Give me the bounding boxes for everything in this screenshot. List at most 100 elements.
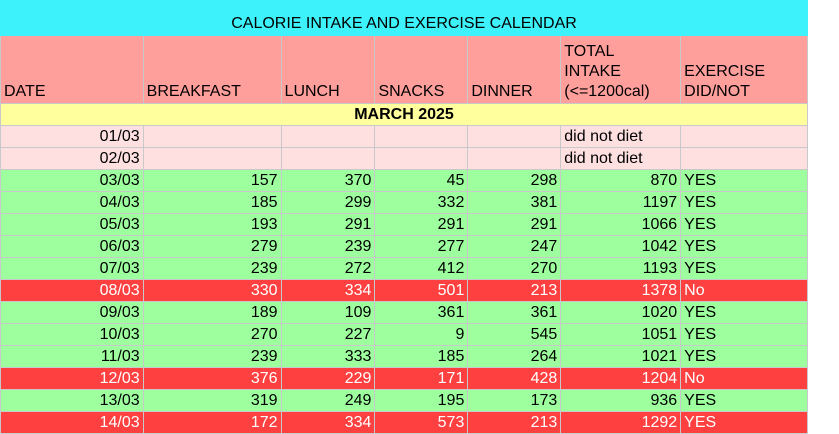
empty-cell[interactable]: [807, 35, 839, 104]
cell-breakfast[interactable]: 279: [142, 235, 282, 258]
empty-cell[interactable]: [807, 257, 839, 280]
cell-exercise[interactable]: YES: [680, 323, 809, 346]
cell-exercise[interactable]: YES: [680, 345, 809, 368]
cell-exercise[interactable]: [680, 147, 809, 170]
cell-exercise[interactable]: YES: [680, 301, 809, 324]
cell-dinner[interactable]: 361: [467, 301, 562, 324]
empty-cell[interactable]: [807, 147, 839, 170]
cell-lunch[interactable]: 334: [280, 279, 376, 302]
cell-exercise[interactable]: YES: [680, 191, 809, 214]
cell-dinner[interactable]: [467, 125, 562, 148]
cell-total[interactable]: 1066: [560, 213, 682, 236]
header-total-intake[interactable]: TOTAL INTAKE (<=1200cal): [560, 35, 682, 104]
cell-exercise[interactable]: YES: [680, 169, 809, 192]
cell-date[interactable]: 12/03: [0, 367, 144, 390]
cell-lunch[interactable]: 109: [280, 301, 376, 324]
cell-snacks[interactable]: 277: [374, 235, 469, 258]
cell-breakfast[interactable]: [142, 147, 282, 170]
cell-total[interactable]: 1193: [560, 257, 682, 280]
cell-breakfast[interactable]: 189: [142, 301, 282, 324]
cell-snacks[interactable]: 195: [374, 389, 469, 412]
cell-snacks[interactable]: 361: [374, 301, 469, 324]
empty-cell[interactable]: [807, 169, 839, 192]
header-lunch[interactable]: LUNCH: [280, 35, 376, 104]
header-dinner[interactable]: DINNER: [467, 35, 562, 104]
cell-dinner[interactable]: 291: [467, 213, 562, 236]
cell-total[interactable]: 1197: [560, 191, 682, 214]
cell-date[interactable]: 11/03: [0, 345, 144, 368]
empty-cell[interactable]: [807, 125, 839, 148]
sheet-title[interactable]: CALORIE INTAKE AND EXERCISE CALENDAR: [0, 0, 809, 36]
cell-total[interactable]: 1020: [560, 301, 682, 324]
cell-dinner[interactable]: 213: [467, 411, 562, 434]
empty-cell[interactable]: [807, 345, 839, 368]
cell-breakfast[interactable]: 157: [142, 169, 282, 192]
cell-total[interactable]: 1204: [560, 367, 682, 390]
cell-date[interactable]: 01/03: [0, 125, 144, 148]
cell-lunch[interactable]: 291: [280, 213, 376, 236]
cell-lunch[interactable]: 272: [280, 257, 376, 280]
cell-lunch[interactable]: [280, 147, 376, 170]
cell-total[interactable]: 1378: [560, 279, 682, 302]
cell-total[interactable]: 870: [560, 169, 682, 192]
empty-cell[interactable]: [807, 323, 839, 346]
cell-dinner[interactable]: 270: [467, 257, 562, 280]
empty-cell[interactable]: [807, 191, 839, 214]
cell-total[interactable]: 1021: [560, 345, 682, 368]
cell-dinner[interactable]: 545: [467, 323, 562, 346]
cell-snacks[interactable]: 332: [374, 191, 469, 214]
cell-exercise[interactable]: YES: [680, 389, 809, 412]
cell-dinner[interactable]: 428: [467, 367, 562, 390]
cell-total[interactable]: 1292: [560, 411, 682, 434]
cell-date[interactable]: 03/03: [0, 169, 144, 192]
cell-lunch[interactable]: 333: [280, 345, 376, 368]
cell-total[interactable]: did not diet: [560, 125, 682, 148]
cell-lunch[interactable]: 249: [280, 389, 376, 412]
empty-cell[interactable]: [807, 279, 839, 302]
empty-cell[interactable]: [807, 0, 839, 36]
cell-snacks[interactable]: [374, 147, 469, 170]
header-date[interactable]: DATE: [0, 35, 144, 104]
cell-lunch[interactable]: [280, 125, 376, 148]
cell-breakfast[interactable]: 270: [142, 323, 282, 346]
cell-snacks[interactable]: 412: [374, 257, 469, 280]
header-breakfast[interactable]: BREAKFAST: [142, 35, 282, 104]
cell-breakfast[interactable]: 239: [142, 257, 282, 280]
cell-snacks[interactable]: 501: [374, 279, 469, 302]
cell-breakfast[interactable]: 319: [142, 389, 282, 412]
cell-lunch[interactable]: 239: [280, 235, 376, 258]
header-exercise[interactable]: EXERCISE DID/NOT: [680, 35, 809, 104]
cell-breakfast[interactable]: 376: [142, 367, 282, 390]
header-snacks[interactable]: SNACKS: [374, 35, 469, 104]
cell-date[interactable]: 08/03: [0, 279, 144, 302]
cell-lunch[interactable]: 299: [280, 191, 376, 214]
cell-breakfast[interactable]: 239: [142, 345, 282, 368]
cell-lunch[interactable]: 229: [280, 367, 376, 390]
cell-total[interactable]: 1051: [560, 323, 682, 346]
cell-exercise[interactable]: No: [680, 279, 809, 302]
cell-dinner[interactable]: 381: [467, 191, 562, 214]
cell-breakfast[interactable]: 185: [142, 191, 282, 214]
empty-cell[interactable]: [807, 389, 839, 412]
empty-cell[interactable]: [807, 213, 839, 236]
empty-cell[interactable]: [807, 235, 839, 258]
cell-total[interactable]: 936: [560, 389, 682, 412]
cell-snacks[interactable]: 9: [374, 323, 469, 346]
cell-dinner[interactable]: 264: [467, 345, 562, 368]
month-label[interactable]: MARCH 2025: [0, 103, 809, 126]
cell-exercise[interactable]: No: [680, 367, 809, 390]
cell-lunch[interactable]: 334: [280, 411, 376, 434]
cell-dinner[interactable]: [467, 147, 562, 170]
cell-date[interactable]: 14/03: [0, 411, 144, 434]
empty-cell[interactable]: [807, 411, 839, 434]
cell-date[interactable]: 10/03: [0, 323, 144, 346]
cell-breakfast[interactable]: 193: [142, 213, 282, 236]
cell-breakfast[interactable]: 172: [142, 411, 282, 434]
cell-snacks[interactable]: 185: [374, 345, 469, 368]
cell-date[interactable]: 09/03: [0, 301, 144, 324]
empty-cell[interactable]: [807, 103, 839, 126]
cell-exercise[interactable]: [680, 125, 809, 148]
cell-date[interactable]: 13/03: [0, 389, 144, 412]
cell-dinner[interactable]: 173: [467, 389, 562, 412]
cell-total[interactable]: 1042: [560, 235, 682, 258]
